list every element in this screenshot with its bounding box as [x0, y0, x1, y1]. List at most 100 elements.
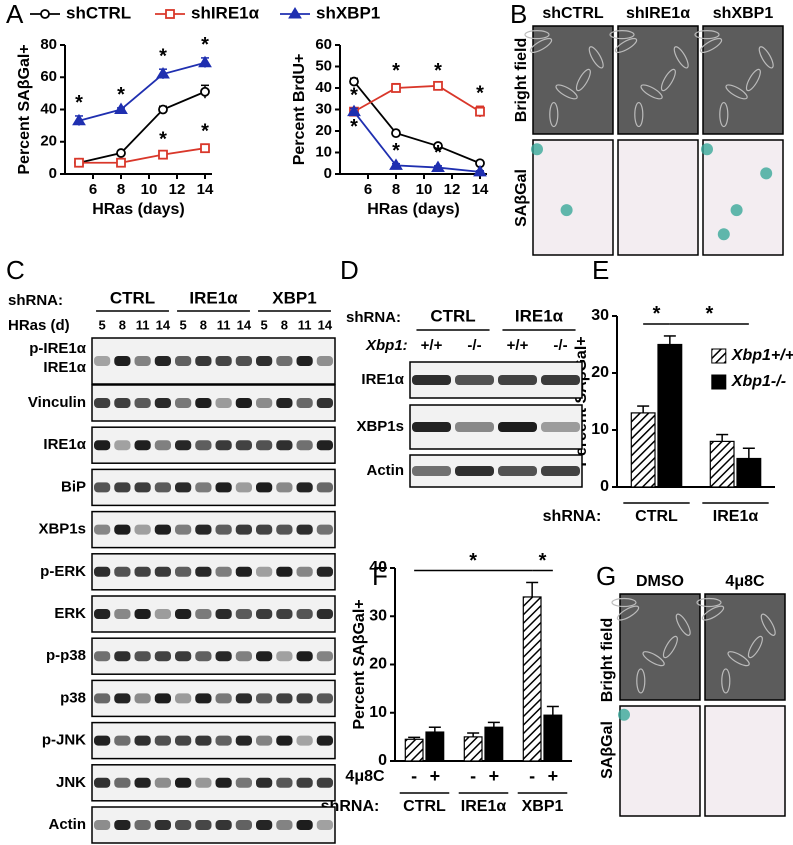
panel-label: B [510, 0, 527, 29]
lane-label: -/- [467, 337, 481, 354]
cell [699, 37, 723, 53]
lane-label: +/+ [507, 337, 529, 354]
band [154, 735, 171, 746]
band [134, 651, 151, 662]
blot [91, 595, 336, 633]
band [175, 609, 192, 619]
significance: * [434, 142, 442, 164]
significance: * [653, 303, 661, 325]
marker [475, 106, 485, 117]
marker [431, 160, 445, 173]
band [541, 375, 580, 385]
band [316, 566, 333, 577]
column-label: DMSO [636, 573, 684, 590]
cell [529, 37, 553, 53]
lane-label: 8 [119, 317, 126, 332]
blot-label: p-p38 [46, 647, 86, 664]
lane-label: +/+ [421, 337, 443, 354]
cell [694, 30, 720, 40]
band [235, 398, 252, 408]
band [154, 777, 171, 788]
band [296, 566, 313, 577]
marker [473, 164, 487, 177]
band [296, 356, 313, 366]
band [256, 398, 273, 408]
blot-label: ERK [54, 605, 86, 622]
band [215, 735, 232, 746]
bar [404, 738, 424, 762]
cell [555, 84, 578, 100]
blot [91, 806, 336, 844]
band [256, 440, 273, 451]
x-tick-label: CTRL [635, 508, 678, 525]
band [195, 609, 212, 619]
band [316, 482, 333, 493]
band [195, 651, 212, 662]
band [296, 609, 313, 619]
cell [588, 46, 604, 69]
band [94, 609, 111, 619]
y-tick-label: 20 [369, 656, 387, 673]
micrograph [532, 139, 614, 256]
band [235, 566, 252, 577]
band [154, 820, 171, 830]
row-header: HRas (d) [8, 317, 70, 334]
y-tick-label: 0 [600, 478, 609, 495]
row-label: SAβGal [513, 169, 530, 227]
significance: * [201, 34, 209, 56]
band [134, 777, 151, 788]
band [235, 482, 252, 493]
legend-marker [288, 7, 302, 19]
band [296, 482, 313, 493]
cell [727, 651, 750, 667]
significance: * [476, 83, 484, 105]
micrograph [704, 593, 786, 701]
y-tick-label: 0 [49, 165, 57, 182]
y-axis-label: Percent SAβGal+ [351, 599, 368, 729]
stained-cell [760, 167, 773, 180]
significance: * [392, 60, 400, 82]
blot-label: IRE1α [43, 436, 86, 453]
band [94, 777, 111, 788]
row-header: Xbp1: [365, 337, 408, 354]
cell [662, 635, 678, 659]
micrograph [619, 705, 701, 817]
band [215, 820, 232, 830]
band [296, 693, 313, 704]
cell [642, 651, 665, 667]
panel-label: E [592, 255, 609, 285]
blot-label: BiP [61, 478, 86, 495]
bar [463, 736, 483, 762]
cell [758, 46, 774, 69]
row-header: shRNA: [346, 309, 401, 326]
bar [543, 714, 563, 762]
band [296, 440, 313, 451]
band [154, 651, 171, 662]
bar [484, 726, 504, 762]
micrograph [702, 139, 784, 256]
micrograph [617, 139, 699, 256]
marker [158, 104, 168, 115]
band [154, 398, 171, 408]
band [541, 422, 580, 432]
band [235, 609, 252, 619]
band [94, 356, 111, 366]
band [455, 466, 494, 476]
bar [425, 731, 445, 762]
marker [72, 113, 86, 126]
cell [660, 68, 676, 92]
legend-label: shXBP1 [316, 3, 380, 22]
significance: * [392, 140, 400, 162]
row-label: Bright field [513, 38, 530, 122]
cell [611, 597, 637, 608]
blot [91, 679, 336, 718]
series-line [78, 61, 206, 122]
band [195, 398, 212, 408]
band [195, 693, 212, 704]
band [316, 356, 333, 366]
band [316, 820, 333, 830]
cell [524, 30, 550, 40]
marker [200, 86, 210, 97]
panel-label: D [340, 255, 359, 285]
band [134, 820, 151, 830]
